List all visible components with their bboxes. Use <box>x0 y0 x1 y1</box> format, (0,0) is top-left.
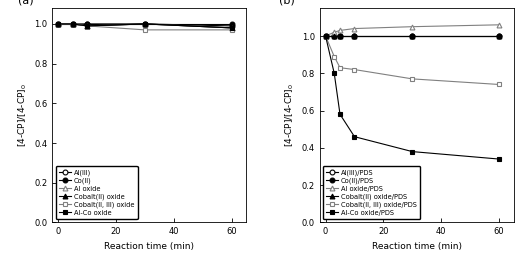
Al oxide <box>84 24 90 28</box>
Al oxide <box>70 22 76 25</box>
Cobalt(II, III) oxide <box>228 28 235 31</box>
Al-Co oxide <box>84 24 90 28</box>
Al-Co oxide <box>142 22 148 25</box>
Al oxide <box>142 22 148 25</box>
Cobalt(II) oxide/PDS <box>351 34 357 38</box>
Co(II)/PDS <box>351 34 357 38</box>
Line: Al(III)/PDS: Al(III)/PDS <box>323 34 501 38</box>
Al oxide/PDS <box>409 25 416 28</box>
Legend: Al(III), Co(II), Al oxide, Cobalt(II) oxide, Cobalt(II, III) oxide, Al-Co oxide: Al(III), Co(II), Al oxide, Cobalt(II) ox… <box>56 166 138 219</box>
Y-axis label: [4-CP]/[4-CP]$_0$: [4-CP]/[4-CP]$_0$ <box>16 83 29 147</box>
Cobalt(II, III) oxide <box>142 28 148 31</box>
Al oxide/PDS <box>337 29 343 32</box>
Al(III)/PDS <box>322 34 329 38</box>
Co(II)/PDS <box>409 34 416 38</box>
Al-Co oxide/PDS <box>351 135 357 138</box>
Co(II)/PDS <box>331 34 337 38</box>
Cobalt(II) oxide <box>55 22 61 25</box>
Line: Cobalt(II) oxide: Cobalt(II) oxide <box>56 21 234 30</box>
Cobalt(II, III) oxide <box>84 24 90 28</box>
Al oxide/PDS <box>351 27 357 30</box>
Al oxide <box>55 22 61 25</box>
Line: Cobalt(II) oxide/PDS: Cobalt(II) oxide/PDS <box>323 34 501 38</box>
Line: Cobalt(II, III) oxide/PDS: Cobalt(II, III) oxide/PDS <box>323 34 501 87</box>
Cobalt(II) oxide <box>84 24 90 28</box>
Al(III)/PDS <box>351 34 357 38</box>
Cobalt(II, III) oxide/PDS <box>322 34 329 38</box>
Cobalt(II) oxide <box>70 22 76 25</box>
Co(II) <box>84 22 90 25</box>
Text: (b): (b) <box>279 0 295 6</box>
Al oxide/PDS <box>322 34 329 38</box>
Line: Al-Co oxide/PDS: Al-Co oxide/PDS <box>323 34 501 162</box>
Al-Co oxide/PDS <box>322 34 329 38</box>
Co(II) <box>55 22 61 25</box>
Co(II)/PDS <box>322 34 329 38</box>
Cobalt(II) oxide <box>228 26 235 29</box>
Cobalt(II, III) oxide/PDS <box>409 77 416 80</box>
Line: Co(II)/PDS: Co(II)/PDS <box>323 34 501 38</box>
Al oxide <box>228 26 235 29</box>
Al oxide/PDS <box>496 23 502 27</box>
Line: Al oxide/PDS: Al oxide/PDS <box>323 23 501 38</box>
Cobalt(II) oxide/PDS <box>409 34 416 38</box>
Cobalt(II) oxide/PDS <box>337 34 343 38</box>
Al(III)/PDS <box>409 34 416 38</box>
Cobalt(II, III) oxide <box>55 22 61 25</box>
Al-Co oxide <box>70 22 76 25</box>
Cobalt(II) oxide/PDS <box>331 34 337 38</box>
Al(III)/PDS <box>496 34 502 38</box>
Line: Cobalt(II, III) oxide: Cobalt(II, III) oxide <box>56 21 234 32</box>
Line: Al-Co oxide: Al-Co oxide <box>56 21 234 30</box>
Al-Co oxide/PDS <box>331 72 337 75</box>
Line: Al oxide: Al oxide <box>56 21 234 30</box>
Co(II) <box>142 22 148 25</box>
X-axis label: Reaction time (min): Reaction time (min) <box>104 242 194 251</box>
Al(III)/PDS <box>337 34 343 38</box>
Al(III) <box>55 22 61 25</box>
Cobalt(II, III) oxide/PDS <box>351 68 357 71</box>
X-axis label: Reaction time (min): Reaction time (min) <box>372 242 462 251</box>
Text: (a): (a) <box>17 0 33 6</box>
Y-axis label: [4-CP]/[4-CP]$_0$: [4-CP]/[4-CP]$_0$ <box>283 83 296 147</box>
Cobalt(II, III) oxide <box>70 22 76 25</box>
Al(III) <box>228 24 235 28</box>
Al-Co oxide/PDS <box>337 113 343 116</box>
Al(III) <box>142 22 148 25</box>
Al-Co oxide <box>228 26 235 29</box>
Cobalt(II) oxide/PDS <box>496 34 502 38</box>
Cobalt(II, III) oxide/PDS <box>496 83 502 86</box>
Cobalt(II, III) oxide/PDS <box>337 66 343 69</box>
Al-Co oxide/PDS <box>409 150 416 153</box>
Al(III) <box>84 22 90 25</box>
Al(III) <box>70 22 76 25</box>
Co(II)/PDS <box>496 34 502 38</box>
Line: Al(III): Al(III) <box>56 21 234 28</box>
Cobalt(II) oxide/PDS <box>322 34 329 38</box>
Line: Co(II): Co(II) <box>56 21 234 26</box>
Al oxide/PDS <box>331 31 337 34</box>
Co(II) <box>70 22 76 25</box>
Cobalt(II) oxide <box>142 22 148 25</box>
Al-Co oxide/PDS <box>496 157 502 161</box>
Legend: Al(III)/PDS, Co(II)/PDS, Al oxide/PDS, Cobalt(II) oxide/PDS, Cobalt(II, III) oxi: Al(III)/PDS, Co(II)/PDS, Al oxide/PDS, C… <box>323 166 420 219</box>
Co(II)/PDS <box>337 34 343 38</box>
Al(III)/PDS <box>331 34 337 38</box>
Cobalt(II, III) oxide/PDS <box>331 55 337 58</box>
Co(II) <box>228 22 235 25</box>
Al-Co oxide <box>55 22 61 25</box>
